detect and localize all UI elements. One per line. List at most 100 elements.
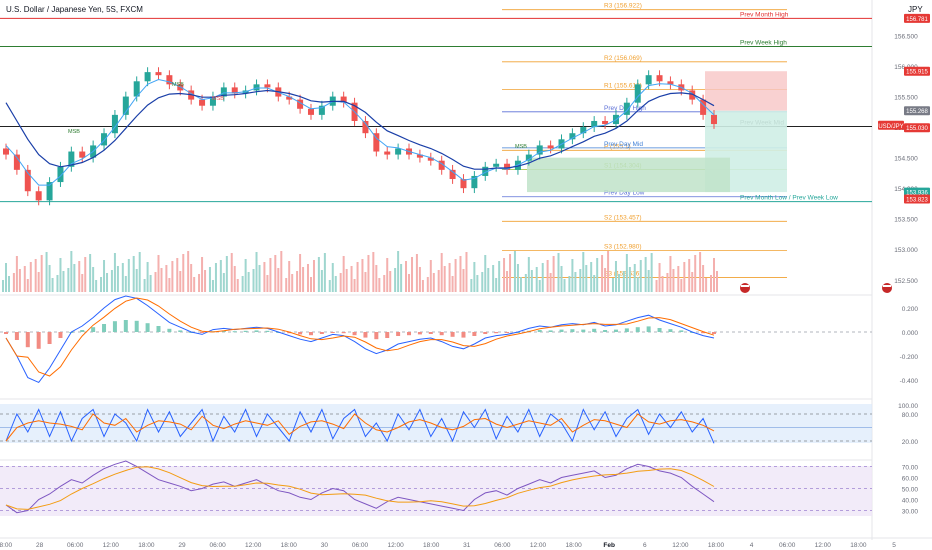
volume-bar [302, 267, 305, 292]
volume-bar [492, 265, 495, 292]
moving-averages [5, 78, 715, 186]
rsi-tick: 70.00 [902, 465, 919, 472]
volume-bar [639, 260, 642, 292]
volume-bar [23, 266, 26, 292]
candle-body [318, 105, 325, 115]
price-badge [904, 106, 930, 116]
macd-histogram-bar [352, 332, 357, 336]
volume-bar [462, 269, 465, 292]
volume-bar [345, 269, 348, 292]
price-tick: 154.500 [894, 156, 918, 163]
volume-bar [415, 254, 418, 292]
volume-bar [89, 254, 92, 292]
volume-bar [149, 275, 152, 292]
event-flag-icon[interactable] [882, 283, 892, 293]
candle-body [525, 154, 532, 161]
level-label: S2 (153.457) [604, 214, 642, 221]
candle-body [427, 157, 434, 161]
stoch-tick: 80.00 [902, 412, 919, 419]
candle-body [133, 81, 140, 97]
price-tick: 153.000 [894, 247, 918, 254]
volume-bar [400, 264, 403, 292]
volume-bar [655, 280, 658, 292]
volume-bar [636, 277, 639, 292]
candle-body [340, 96, 347, 103]
volume-bar [187, 251, 190, 292]
candle-body [689, 90, 696, 100]
volume-bar [538, 280, 541, 292]
macd-histogram-bar [254, 330, 259, 332]
event-flag-stripe [741, 285, 749, 287]
candle-body [384, 151, 391, 155]
macd-histogram-bar [308, 332, 313, 336]
event-flag-icon[interactable] [740, 283, 750, 293]
time-label: 18:00 [708, 542, 725, 549]
volume-bar [596, 258, 599, 292]
volume-bar [451, 276, 454, 292]
volume-bar [633, 264, 636, 292]
volume-bar [211, 280, 214, 292]
price-badge-label: 153.936 [906, 191, 928, 197]
volume-bar [280, 251, 283, 292]
macd-histogram-bar [4, 332, 8, 334]
msb-label: MSB [172, 82, 184, 88]
rsi-line [5, 460, 715, 514]
volume-bar [378, 278, 381, 292]
volume-bar [563, 279, 566, 292]
volume-bar [593, 275, 596, 292]
candle-body [209, 96, 216, 106]
volume-bar [429, 260, 432, 292]
volume-bar [617, 274, 620, 292]
candle-body [101, 133, 108, 146]
volume-bar [408, 274, 411, 292]
volume-bar [527, 257, 530, 292]
candle-body [3, 148, 9, 155]
volume-bar [394, 268, 397, 292]
volume-bar [51, 278, 54, 292]
volume-bar [225, 256, 228, 292]
level-label: R1 (155.613) [604, 83, 642, 90]
candle-body [35, 191, 42, 201]
volume-bar [571, 259, 574, 292]
time-label: 18:00 [565, 542, 582, 549]
macd-histogram-bar [657, 328, 662, 332]
volume-bar [168, 278, 171, 292]
candle-body [220, 87, 227, 97]
time-label: 30 [321, 542, 329, 549]
volume-bar [590, 262, 593, 292]
volume-bar [252, 269, 255, 292]
volume-bar [356, 262, 359, 292]
volume-bar [541, 263, 544, 292]
volume-bar [171, 261, 174, 292]
candle-body [111, 114, 118, 134]
volume-bar [353, 279, 356, 292]
volume-bar [263, 262, 266, 292]
candle-body [166, 75, 173, 85]
time-label: 18:00 [0, 542, 13, 549]
volume-bar [372, 252, 375, 292]
macd-tick: -0.200 [900, 354, 919, 361]
volume-bar [269, 258, 272, 292]
macd-histogram-bar [472, 332, 477, 336]
volume-bar [459, 256, 462, 292]
price-badge-label: 156.781 [906, 17, 928, 23]
macd-histogram-bar [167, 328, 172, 332]
volume-bar [40, 255, 43, 292]
volume-bar [519, 277, 522, 292]
candle-body [504, 163, 511, 170]
macd-histogram-bar [407, 332, 412, 336]
level-label: Prev Day Mid [604, 141, 643, 148]
volume-bar [306, 264, 309, 292]
volume-bar [535, 267, 538, 292]
rsi-tick: 60.00 [902, 476, 919, 483]
stoch-d-line [5, 413, 715, 442]
chart-title: U.S. Dollar / Japanese Yen, 5S, FXCM [6, 5, 143, 14]
macd-histogram-bar [548, 330, 553, 332]
macd-histogram-bar [363, 332, 368, 338]
msb-label: MSB [212, 96, 224, 102]
price-badge-label: 155.915 [906, 70, 928, 76]
ema-fast-line [5, 78, 715, 186]
macd-histogram-bar [679, 330, 684, 332]
macd-histogram-bar [145, 323, 150, 332]
